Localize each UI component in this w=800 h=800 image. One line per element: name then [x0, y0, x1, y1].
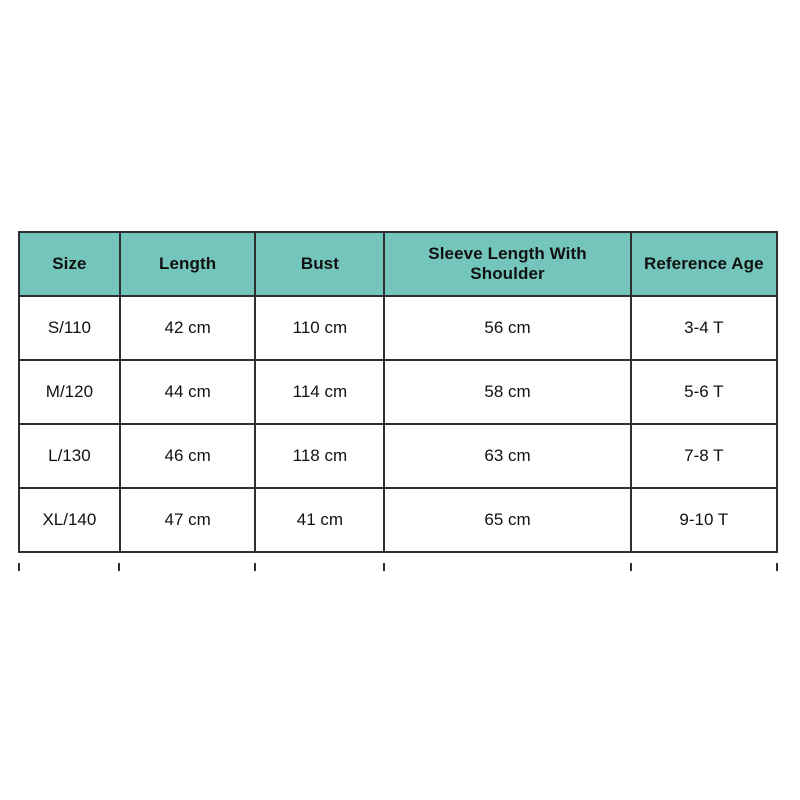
length-cell: 46 cm: [118, 423, 257, 489]
sleeve-cell: 58 cm: [383, 359, 632, 425]
column-header-length: Length: [118, 231, 257, 297]
table-row-m120: M/120 44 cm 114 cm 58 cm 5-6 T: [18, 359, 779, 425]
size-cell: M/120: [18, 359, 121, 425]
table-row-s110: S/110 42 cm 110 cm 56 cm 3-4 T: [18, 295, 779, 361]
table-row-xl140: XL/140 47 cm 41 cm 65 cm 9-10 T: [18, 487, 779, 553]
bust-cell: 118 cm: [254, 423, 386, 489]
column-header-bust: Bust: [254, 231, 386, 297]
size-chart-table: Size Length Bust Sleeve Length With Shou…: [18, 231, 779, 553]
size-cell: S/110: [18, 295, 121, 361]
table-grid-stub: [630, 563, 633, 571]
column-header-reference-age: Reference Age: [629, 231, 779, 297]
table-row-l130: L/130 46 cm 118 cm 63 cm 7-8 T: [18, 423, 779, 489]
age-cell: 3-4 T: [629, 295, 779, 361]
bust-cell: 41 cm: [254, 487, 386, 553]
table-grid-stub: [18, 563, 20, 571]
length-cell: 44 cm: [118, 359, 257, 425]
cropped-row-border-stubs: [18, 563, 778, 571]
bust-cell: 110 cm: [254, 295, 386, 361]
column-header-size: Size: [18, 231, 121, 297]
sleeve-cell: 56 cm: [383, 295, 632, 361]
age-cell: 5-6 T: [629, 359, 779, 425]
header-row: Size Length Bust Sleeve Length With Shou…: [18, 231, 779, 297]
age-cell: 9-10 T: [629, 487, 779, 553]
table-grid-stub: [776, 563, 778, 571]
sleeve-cell: 65 cm: [383, 487, 632, 553]
table-grid-stub: [383, 563, 386, 571]
size-cell: XL/140: [18, 487, 121, 553]
size-cell: L/130: [18, 423, 121, 489]
bust-cell: 114 cm: [254, 359, 386, 425]
age-cell: 7-8 T: [629, 423, 779, 489]
table-grid-stub: [118, 563, 121, 571]
length-cell: 47 cm: [118, 487, 257, 553]
length-cell: 42 cm: [118, 295, 257, 361]
table-grid-stub: [254, 563, 257, 571]
sleeve-cell: 63 cm: [383, 423, 632, 489]
column-header-sleeve-length: Sleeve Length With Shoulder: [383, 231, 632, 297]
